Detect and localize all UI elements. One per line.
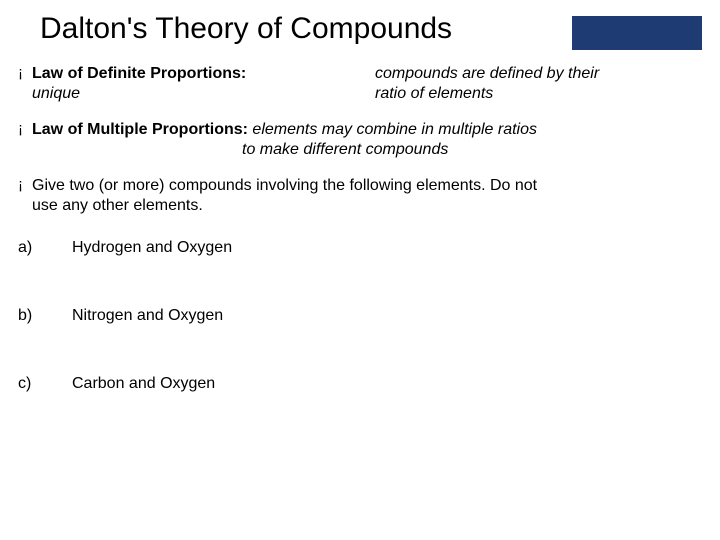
accent-bar [572, 16, 702, 50]
exercise-line-2: use any other elements. [32, 197, 203, 214]
slide-body: ¡ Law of Definite Proportions: unique co… [18, 62, 702, 394]
item-text-c: Carbon and Oxygen [72, 374, 215, 394]
bullet-multiple-proportions: ¡ Law of Multiple Proportions: elements … [18, 120, 702, 160]
item-label-c: c) [18, 374, 72, 394]
list-item: b) Nitrogen and Oxygen [18, 306, 702, 326]
slide: Dalton's Theory of Compounds ¡ Law of De… [0, 0, 720, 540]
law-definite-unique: unique [32, 85, 80, 102]
item-text-b: Nitrogen and Oxygen [72, 306, 223, 326]
law-multiple-desc-2: to make different compounds [242, 141, 448, 158]
law-definite-label: Law of Definite Proportions: [32, 65, 246, 82]
list-item: c) Carbon and Oxygen [18, 374, 702, 394]
bullet-exercise-prompt: ¡ Give two (or more) compounds involving… [18, 176, 702, 216]
bullet-icon: ¡ [18, 64, 32, 83]
title-row: Dalton's Theory of Compounds [18, 12, 702, 62]
law-definite-desc-1: compounds are defined by their [375, 65, 599, 82]
list-item: a) Hydrogen and Oxygen [18, 238, 702, 258]
bullet-icon: ¡ [18, 176, 32, 195]
item-text-a: Hydrogen and Oxygen [72, 238, 232, 258]
item-label-b: b) [18, 306, 72, 326]
exercise-list: a) Hydrogen and Oxygen b) Nitrogen and O… [18, 238, 702, 394]
item-label-a: a) [18, 238, 72, 258]
exercise-line-1: Give two (or more) compounds involving t… [32, 177, 537, 194]
bullet-icon: ¡ [18, 120, 32, 139]
law-definite-desc-2: ratio of elements [375, 85, 493, 102]
law-multiple-label: Law of Multiple Proportions: [32, 121, 248, 138]
law-multiple-desc-1: elements may combine in multiple ratios [248, 121, 537, 138]
bullet-definite-proportions: ¡ Law of Definite Proportions: unique co… [18, 64, 702, 104]
